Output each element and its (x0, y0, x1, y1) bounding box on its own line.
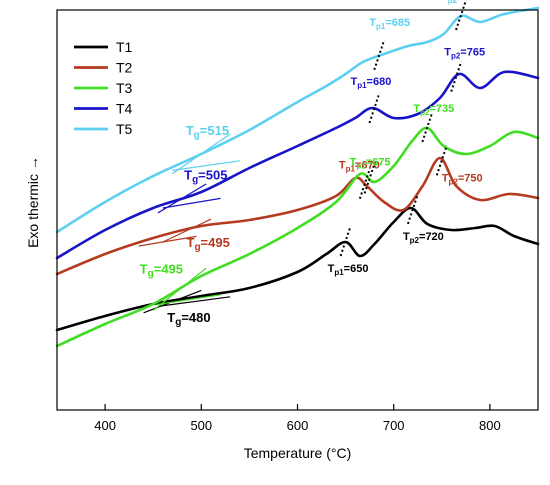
tg-tangent-line (162, 218, 212, 243)
peak-marker-line (339, 225, 352, 257)
series-line-t2 (55, 156, 540, 276)
annotation-label: Tp2=735 (413, 103, 454, 117)
annotation-label: Tp2=720 (403, 231, 444, 245)
tg-tangent-line (157, 296, 231, 307)
annotation-label: Tg=495 (140, 262, 183, 280)
legend: T1 T2 T3 T4 T5 (74, 39, 133, 137)
annotation-label: Tp1=685 (369, 17, 410, 31)
annotation-label: Tp2=765 (444, 47, 485, 61)
x-tick-label: 700 (383, 418, 405, 433)
annotation-label: Tp2=750 (442, 172, 483, 186)
x-tick-label: 400 (94, 418, 116, 433)
series-line-t3 (55, 126, 540, 348)
tg-tangent-line (152, 267, 207, 311)
tg-tangent-line (138, 235, 197, 247)
annotation-label: Tp2=770 (441, 0, 482, 5)
peak-marker-line (368, 92, 381, 124)
y-axis-label: Exo thermic → (25, 156, 41, 248)
legend-label-t4: T4 (116, 101, 133, 117)
annotation-label: Tp1=670 (339, 160, 380, 174)
peak-marker-line (363, 163, 376, 194)
tg-tangent-line (157, 183, 207, 214)
peak-marker-line (450, 61, 463, 92)
legend-label-t5: T5 (116, 121, 133, 137)
annotation-label: Tg=515 (186, 123, 229, 141)
annotation-label: Tg=505 (184, 168, 227, 186)
series-line-t5 (55, 6, 540, 234)
x-axis-ticks: 400 500 600 700 800 (94, 404, 501, 433)
tg-tangent-line (172, 133, 231, 175)
tg-tangent-line (157, 294, 221, 305)
annotation-label: Tp1=680 (350, 76, 391, 90)
x-tick-label: 800 (479, 418, 501, 433)
peak-marker-line (455, 0, 467, 31)
peak-marker-line (435, 144, 448, 176)
peak-marker-line (421, 111, 434, 143)
x-tick-label: 600 (287, 418, 309, 433)
legend-label-t1: T1 (116, 39, 133, 55)
peak-marker-line (406, 193, 419, 225)
series-line-t4 (55, 70, 540, 260)
peak-marker-line (373, 39, 386, 71)
x-tick-label: 500 (190, 418, 212, 433)
annotation-label: Tp1=675 (350, 156, 391, 170)
legend-label-t2: T2 (116, 60, 133, 76)
series-line-t1 (55, 206, 540, 332)
annotation-label: Tg=495 (186, 235, 229, 253)
x-axis-label: Temperature (°C) (244, 445, 352, 461)
annotation-label: Tg=480 (167, 310, 210, 328)
tg-tangent-line (162, 197, 221, 209)
tg-tangent-line (172, 160, 240, 171)
annotation-label: Tp1=650 (328, 263, 369, 277)
peak-marker-line (358, 168, 371, 199)
legend-label-t3: T3 (116, 80, 133, 96)
